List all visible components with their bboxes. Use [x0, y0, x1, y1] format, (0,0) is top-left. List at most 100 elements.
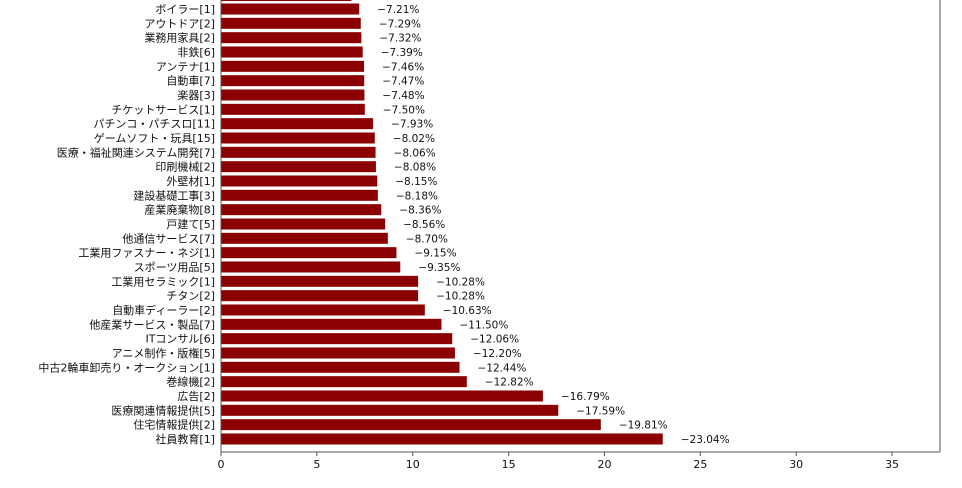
data-label: −8.15% — [395, 176, 437, 188]
data-label: −12.06% — [470, 334, 519, 346]
data-label: −7.47% — [382, 76, 424, 88]
bar — [221, 275, 419, 287]
data-label: −17.59% — [576, 405, 625, 417]
bar — [221, 218, 386, 230]
category-label: アンテナ[1] — [156, 60, 215, 73]
bars-group — [221, 0, 663, 445]
category-label: ゲームソフト・玩具[15] — [94, 132, 215, 145]
data-label: −7.32% — [379, 33, 421, 45]
data-label: −8.02% — [393, 133, 435, 145]
bar — [221, 261, 401, 273]
category-label: 楽器[3] — [177, 89, 215, 102]
data-label: −19.81% — [619, 420, 668, 432]
bar — [221, 46, 363, 58]
category-label: 非鉄[6] — [177, 45, 215, 59]
data-label: −10.63% — [443, 305, 492, 317]
data-label: −12.20% — [473, 348, 522, 360]
data-label: −7.93% — [391, 119, 433, 131]
bar — [221, 376, 467, 388]
bar — [221, 189, 378, 201]
x-tick-label: 25 — [693, 458, 707, 471]
data-label: −12.44% — [478, 362, 527, 374]
category-label: 建設基礎工事[3] — [133, 188, 215, 202]
category-label: ITコンサル[6] — [145, 333, 215, 346]
data-label: −7.46% — [382, 61, 424, 73]
bar-partial-top — [221, 0, 352, 1]
bar — [221, 290, 419, 302]
bar — [221, 333, 453, 345]
data-label: −7.48% — [382, 90, 424, 102]
category-label: パチンコ・パチスロ[11] — [93, 118, 215, 131]
data-label: −8.08% — [394, 162, 436, 174]
bar — [221, 433, 663, 445]
bar — [221, 204, 382, 216]
bar — [221, 132, 375, 144]
category-label: 戸建て[5] — [166, 217, 215, 231]
category-label: ボイラー[1] — [155, 3, 215, 16]
data-label: −8.70% — [406, 233, 448, 245]
category-label: 自動車[7] — [166, 74, 215, 88]
category-label: 印刷機械[2] — [155, 160, 215, 174]
category-label: スポーツ用品[5] — [134, 261, 215, 274]
bar — [221, 103, 365, 115]
bar — [221, 75, 365, 87]
category-label: 広告[2] — [177, 390, 215, 403]
category-label: 工業用セラミック[1] — [111, 275, 215, 288]
category-label: 工業用ファスナー・ネジ[1] — [78, 247, 215, 260]
bar — [221, 161, 376, 173]
bar — [221, 404, 559, 416]
data-label: −8.56% — [403, 219, 445, 231]
category-label: 業務用家具[2] — [144, 31, 215, 45]
bar — [221, 118, 374, 130]
data-label: −23.04% — [681, 434, 730, 446]
data-label: −8.06% — [394, 147, 436, 159]
x-tick-label: 20 — [597, 458, 611, 471]
data-label: −7.29% — [379, 18, 421, 30]
data-label: −9.15% — [414, 248, 456, 260]
x-tick-label: 35 — [885, 458, 899, 471]
x-tick-label: 0 — [218, 458, 225, 471]
data-label: −8.18% — [396, 190, 438, 202]
category-label: チケットサービス[1] — [111, 103, 215, 116]
category-label: 他通信サービス[7] — [122, 232, 215, 245]
x-tick-label: 10 — [406, 458, 420, 471]
x-tick-label: 15 — [502, 458, 516, 471]
category-label: 他産業サービス・製品[7] — [89, 317, 215, 331]
bar — [221, 232, 388, 244]
category-label: 巻線機[2] — [166, 375, 215, 389]
category-label: チタン[2] — [166, 290, 215, 303]
category-label: 医療・福祉関連システム開発[7] — [57, 145, 215, 159]
data-label: −10.28% — [436, 291, 485, 303]
category-label: 産業廃棄物[8] — [144, 203, 215, 217]
category-label: 社員教育[1] — [155, 432, 215, 446]
category-label: 医療関連情報提供[5] — [111, 403, 215, 417]
bar — [221, 318, 442, 330]
category-label: 住宅情報提供[2] — [133, 418, 215, 432]
bar — [221, 347, 455, 359]
x-tick-label: 5 — [313, 458, 320, 471]
value-labels-group: −7.21% −7.29% −7.32% −7.39% −7.46% −7.47% −7.4… — [377, 4, 729, 446]
category-label: アウトドア[2] — [144, 17, 215, 30]
data-label: −7.50% — [383, 104, 425, 116]
bar — [221, 304, 425, 316]
axes-group: 0 5 10 15 20 25 30 35 — [218, 0, 941, 471]
data-label: −7.39% — [381, 47, 423, 59]
data-label: −10.28% — [436, 276, 485, 288]
bar — [221, 32, 362, 44]
bar — [221, 89, 365, 101]
bar — [221, 17, 361, 29]
bar — [221, 390, 543, 402]
data-label: −16.79% — [561, 391, 610, 403]
category-label: 中古2輪車卸売り・オークション[1] — [38, 360, 215, 374]
category-label: 自動車ディーラー[2] — [112, 303, 215, 317]
x-tick-label: 30 — [789, 458, 803, 471]
category-labels-group: ボイラー[1]アウトドア[2]業務用家具[2]非鉄[6]アンテナ[1]自動車[7… — [38, 3, 215, 446]
bar — [221, 247, 397, 259]
bar — [221, 60, 365, 72]
bar — [221, 419, 601, 431]
bar — [221, 3, 360, 15]
category-label: アニメ制作・版権[5] — [112, 346, 215, 360]
data-label: −7.21% — [377, 4, 419, 16]
data-label: −9.35% — [418, 262, 460, 274]
